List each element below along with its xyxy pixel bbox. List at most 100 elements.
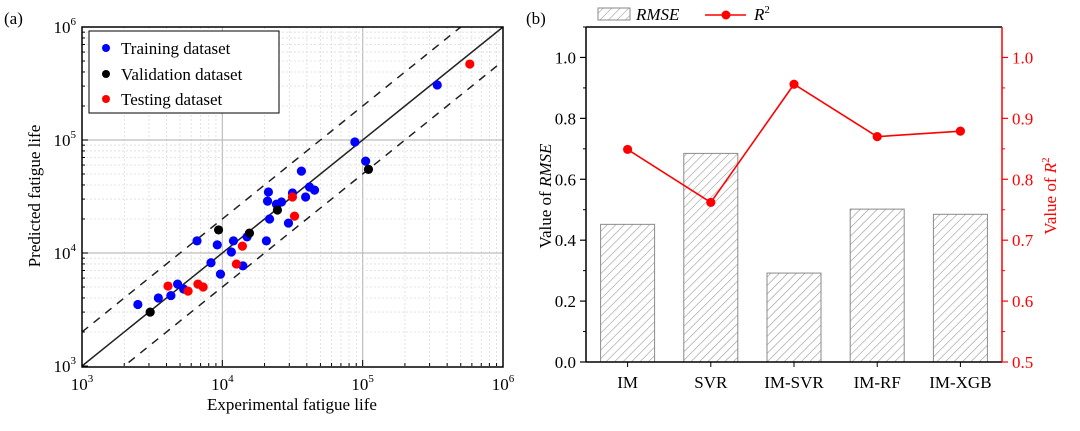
r2-point-im-rf — [872, 132, 882, 142]
right-y-tick-label: 0.7 — [1012, 231, 1034, 250]
point-validation — [213, 225, 224, 235]
point-training — [283, 218, 294, 228]
category-label: IM-RF — [854, 373, 901, 392]
point-training — [153, 293, 163, 303]
y-axis-label: Predicted fatigue life — [25, 125, 44, 268]
legend-label-training: Training dataset — [121, 39, 231, 58]
point-testing — [198, 282, 208, 292]
rmse-bar-im-rf — [849, 208, 905, 363]
x-tick-label-exp: 4 — [228, 373, 234, 385]
right-y-axis-label: Value of R2 — [1040, 157, 1060, 234]
legend-swatch-rmse — [597, 7, 631, 21]
y-tick-label: 106 — [54, 16, 77, 37]
y-tick-label-exp: 4 — [71, 242, 77, 254]
point-training — [350, 137, 360, 147]
x-tick-label-base: 10 — [71, 375, 88, 394]
point-training — [263, 187, 274, 197]
legend-label-validation: Validation dataset — [121, 65, 243, 84]
x-tick-label-base: 10 — [492, 375, 509, 394]
legend-label-r2-base: R — [753, 5, 765, 24]
x-tick-label-exp: 3 — [88, 373, 94, 385]
point-testing — [231, 259, 242, 269]
category-label: IM-SVR — [764, 373, 824, 392]
left-y-tick-label: 0.4 — [555, 231, 577, 250]
right-y-tick-label: 0.5 — [1012, 353, 1033, 372]
r2-point-im-xgb — [955, 126, 966, 136]
y-tick-label-base: 10 — [54, 18, 71, 37]
point-testing — [183, 286, 193, 296]
right-y-tick-label: 0.9 — [1012, 109, 1033, 128]
point-training — [309, 185, 320, 195]
left-y-tick-label: 0.6 — [555, 170, 576, 189]
y-tick-label: 104 — [54, 242, 77, 263]
y-tick-label: 105 — [54, 129, 77, 150]
point-training — [166, 290, 176, 301]
legend-label-r2-sup: 2 — [764, 4, 770, 16]
legend-label-rmse: RMSE — [635, 5, 680, 24]
y-tick-label: 103 — [54, 355, 77, 376]
point-training — [206, 258, 216, 268]
point-validation — [244, 228, 255, 238]
left-y-axis-label-italic: RMSE — [536, 143, 555, 188]
point-training — [226, 247, 236, 257]
left-y-tick-label: 1.0 — [555, 48, 576, 67]
point-training — [133, 299, 143, 310]
rmse-bar-im — [600, 223, 656, 363]
y-tick-label-exp: 5 — [71, 129, 77, 141]
y-tick-label-base: 10 — [54, 244, 71, 263]
panel-a-frame — [81, 26, 504, 368]
rmse-bar-im-xgb — [932, 213, 988, 363]
left-y-tick-label: 0.8 — [555, 109, 576, 128]
x-tick-label-exp: 5 — [368, 373, 374, 385]
reference-line-dashed — [121, 60, 503, 367]
point-validation — [272, 205, 283, 215]
legend-marker-r2 — [721, 10, 731, 20]
x-axis-label: Experimental fatigue life — [207, 395, 377, 414]
point-training — [264, 214, 275, 224]
rmse-bars — [600, 152, 988, 363]
panel-a-legend: Training dataset Validation dataset Test… — [88, 30, 280, 114]
panel-b: (b) IM SVR IM-SVR IM-RF IM-XGB 0.0 0.2 0.4 0.6 0.… — [526, 4, 1060, 392]
panel-b-ticks: IM SVR IM-SVR IM-RF IM-XGB 0.0 0.2 0.4 0.6 0.8 1.0… — [555, 26, 1034, 392]
legend-marker-testing — [102, 95, 110, 103]
r2-line-series — [623, 79, 966, 208]
legend-marker-training — [102, 44, 110, 52]
point-testing — [287, 192, 298, 202]
x-tick-label-exp: 6 — [509, 373, 515, 385]
left-y-tick-label: 0.2 — [555, 292, 576, 311]
panel-b-legend: RMSE R2 — [597, 4, 770, 24]
point-training — [192, 236, 202, 246]
y-tick-label-exp: 3 — [71, 355, 77, 367]
y-tick-label-base: 10 — [54, 131, 71, 150]
y-tick-label-exp: 6 — [71, 16, 77, 28]
right-y-axis-label-sup: 2 — [1040, 157, 1052, 163]
point-training — [262, 196, 273, 206]
x-tick-label: 106 — [492, 373, 515, 394]
reference-line-dashed — [82, 27, 462, 333]
right-y-tick-label: 1.0 — [1012, 48, 1033, 67]
x-tick-label: 105 — [351, 373, 374, 394]
x-tick-label: 104 — [211, 373, 234, 394]
right-y-tick-label: 0.6 — [1012, 292, 1033, 311]
panel-a-points — [133, 59, 475, 317]
legend-box — [88, 30, 280, 114]
panel-a-ticks — [81, 31, 498, 367]
point-training — [215, 269, 226, 279]
point-testing — [237, 241, 248, 251]
point-training — [261, 236, 271, 246]
rmse-bar-im-svr — [766, 272, 822, 363]
category-label: IM — [617, 373, 638, 392]
r2-point-svr — [706, 197, 716, 208]
left-y-axis-label: Value of RMSE — [536, 143, 555, 248]
category-label: SVR — [694, 373, 728, 392]
point-training — [212, 240, 222, 250]
point-testing — [163, 281, 173, 291]
point-training — [432, 80, 442, 90]
rmse-bar-svr — [683, 152, 739, 363]
legend-marker-validation — [102, 70, 110, 78]
x-tick-label: 103 — [71, 373, 94, 394]
point-training — [300, 192, 311, 202]
legend-label-testing: Testing dataset — [121, 90, 223, 109]
